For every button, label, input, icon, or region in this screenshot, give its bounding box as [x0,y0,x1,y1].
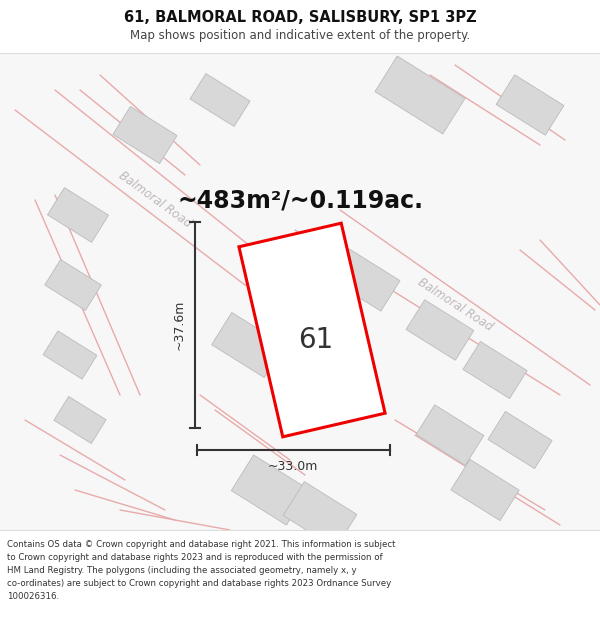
Polygon shape [496,75,564,135]
Polygon shape [416,405,484,465]
Bar [0,530,600,625]
Text: ~33.0m: ~33.0m [268,460,318,473]
Polygon shape [330,249,400,311]
Text: to Crown copyright and database rights 2023 and is reproduced with the permissio: to Crown copyright and database rights 2… [7,553,383,562]
Polygon shape [488,411,552,469]
Text: Contains OS data © Crown copyright and database right 2021. This information is : Contains OS data © Crown copyright and d… [7,540,395,549]
Text: HM Land Registry. The polygons (including the associated geometry, namely x, y: HM Land Registry. The polygons (includin… [7,566,356,575]
Text: ~483m²/~0.119ac.: ~483m²/~0.119ac. [177,188,423,212]
Polygon shape [239,223,385,437]
Text: Map shows position and indicative extent of the property.: Map shows position and indicative extent… [130,29,470,42]
Polygon shape [375,56,465,134]
Text: Balmoral Road: Balmoral Road [415,276,495,334]
Polygon shape [212,312,284,378]
Polygon shape [44,259,101,311]
Polygon shape [406,300,474,360]
Text: 61: 61 [298,326,334,354]
Text: Balmoral Road: Balmoral Road [116,169,194,231]
Polygon shape [232,455,308,525]
Polygon shape [54,396,106,444]
Polygon shape [43,331,97,379]
Text: 100026316.: 100026316. [7,592,59,601]
Text: ~37.6m: ~37.6m [173,300,186,350]
Polygon shape [283,482,357,548]
Polygon shape [463,341,527,399]
Polygon shape [190,74,250,126]
Text: 61, BALMORAL ROAD, SALISBURY, SP1 3PZ: 61, BALMORAL ROAD, SALISBURY, SP1 3PZ [124,9,476,24]
Polygon shape [47,188,109,242]
Polygon shape [451,459,519,521]
Bar [0,54,600,530]
Text: co-ordinates) are subject to Crown copyright and database rights 2023 Ordnance S: co-ordinates) are subject to Crown copyr… [7,579,391,588]
Polygon shape [113,106,177,164]
